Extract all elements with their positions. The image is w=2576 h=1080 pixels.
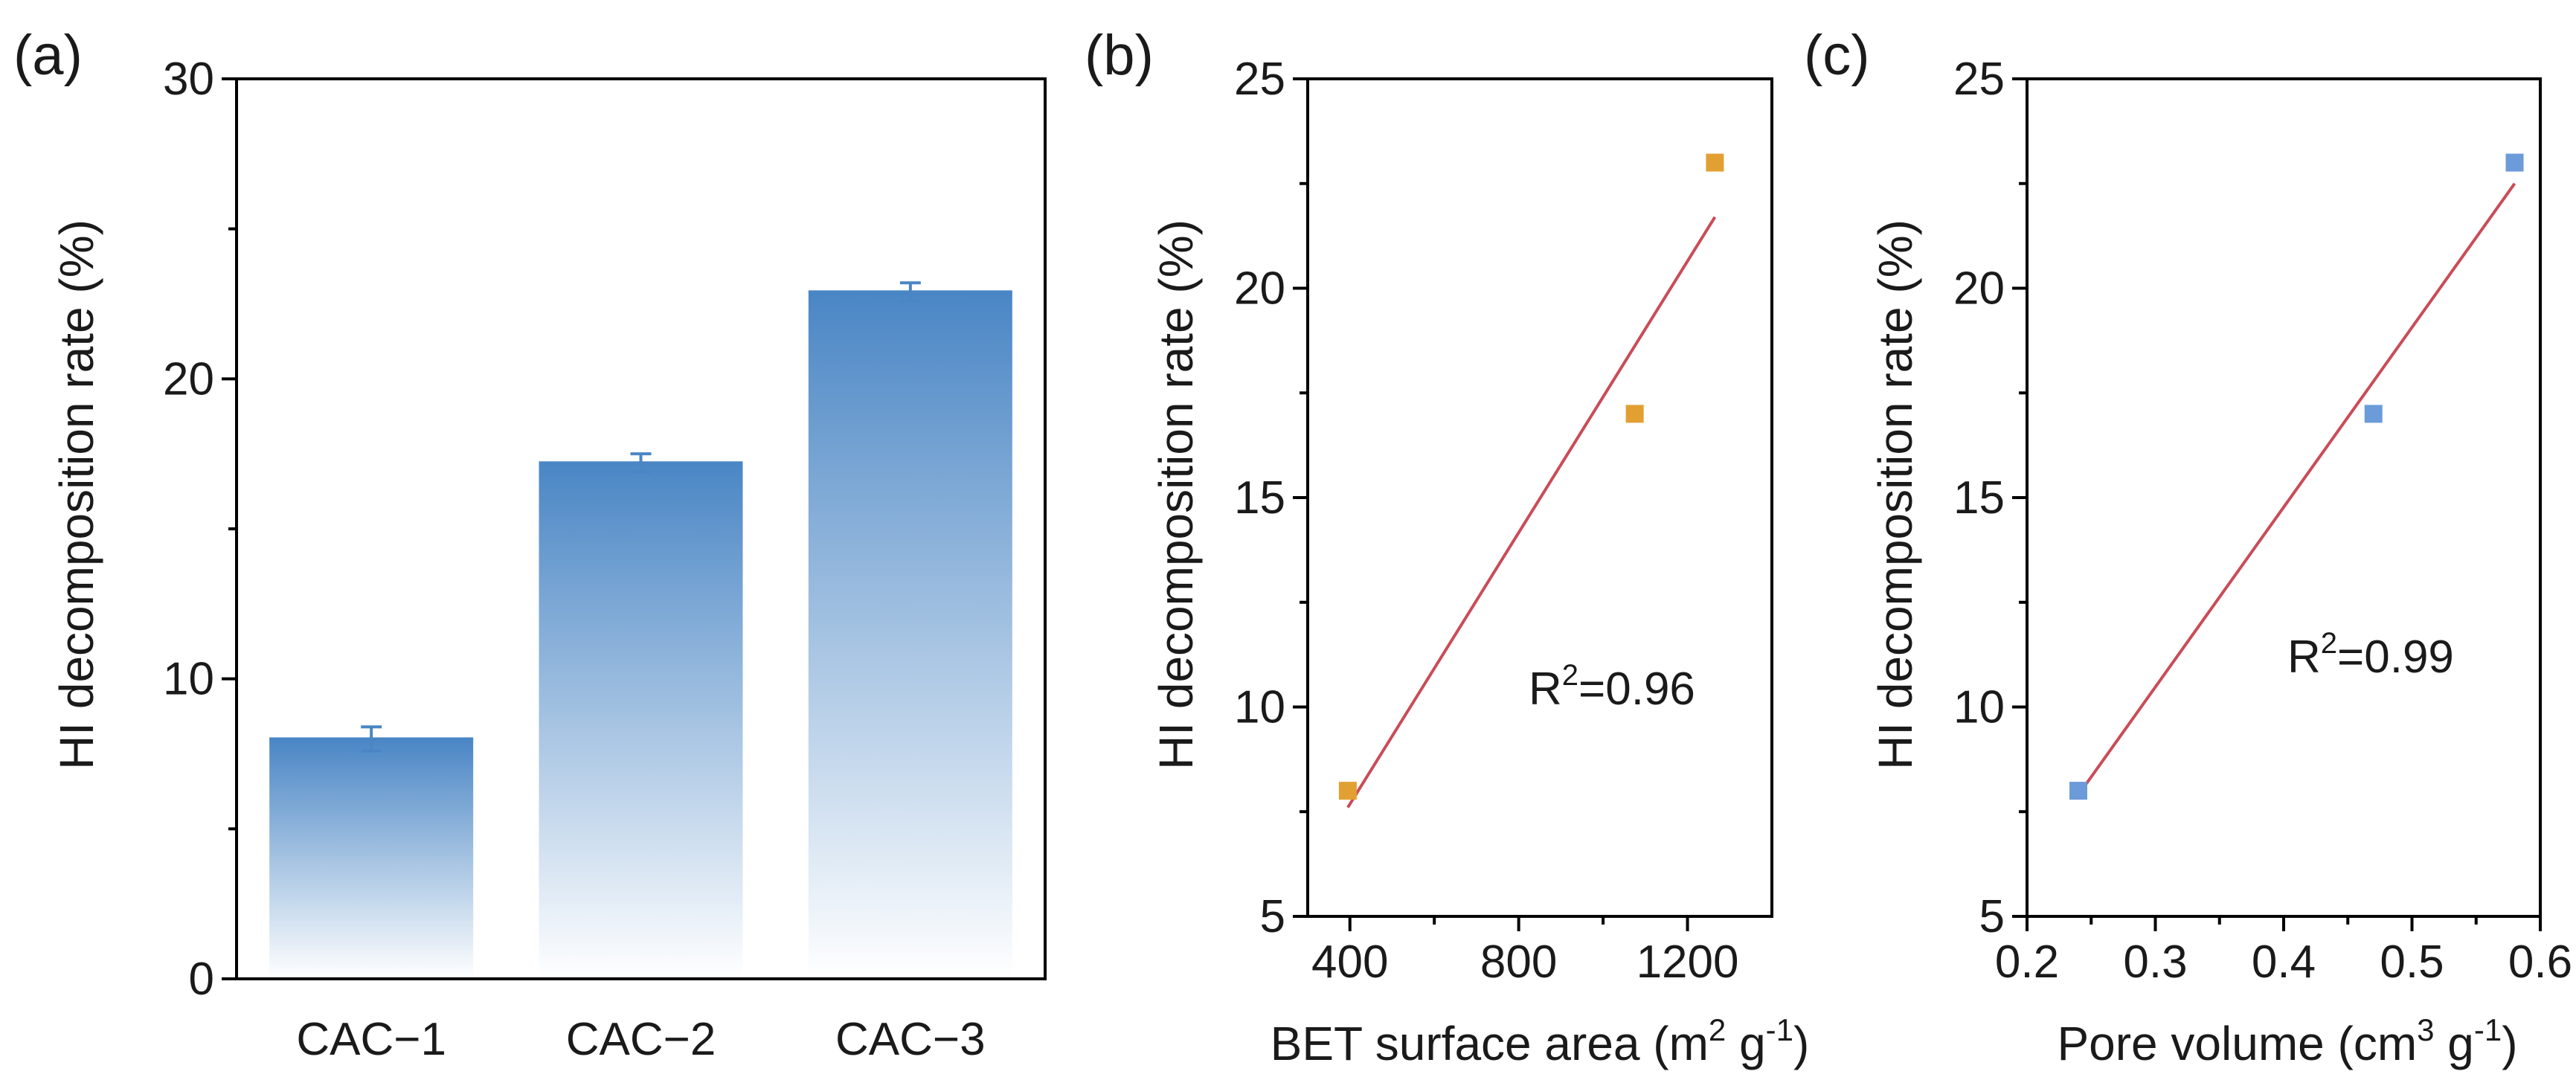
panel-a-ticks: 0 10 20 30 — [163, 54, 237, 1005]
panel-b-xtick-label: 800 — [1480, 936, 1557, 988]
panel-a-ytick-label: 10 — [163, 654, 214, 705]
panel-c-xtick-label: 0.2 — [1995, 936, 2059, 988]
panel-b-scatter-chart: (b) HI decomposition rate (%) 5 10 15 20 25 4… — [1085, 24, 1809, 1070]
panel-c-xtick-label: 0.3 — [2123, 936, 2187, 988]
data-point — [1338, 782, 1357, 800]
data-point — [2069, 782, 2087, 800]
panel-c-ylabel: HI decomposition rate (%) — [1869, 219, 1922, 770]
panel-b-ytick-label: 20 — [1234, 263, 1285, 315]
panel-b-ytick-label: 5 — [1260, 891, 1285, 942]
panel-a-frame — [235, 77, 1047, 980]
panel-a-bars: CAC−1 CAC−2 CAC−3 — [269, 281, 1012, 1065]
panel-b-ytick-label: 25 — [1234, 54, 1285, 105]
panel-b-xlabel-main: BET surface area (m — [1271, 1017, 1709, 1070]
panel-b-r2-main: R — [1529, 663, 1562, 715]
panel-c-xlabel-end: ) — [2502, 1017, 2517, 1070]
panel-c-r2-main: R — [2287, 631, 2321, 683]
panel-b-xlabel: BET surface area (m2 g-1) — [1271, 1012, 1810, 1070]
data-point — [1625, 405, 1644, 423]
panel-b-points — [1338, 153, 1724, 800]
bar — [808, 292, 1012, 979]
panel-c-fit-line — [2077, 182, 2516, 796]
panel-c-xlabel: Pore volume (cm3 g-1) — [2057, 1012, 2517, 1070]
panel-b-ytick-label: 15 — [1234, 472, 1285, 524]
panel-a-bar-chart: (a) HI decomposition rate (%) 0 10 20 30 CA… — [13, 24, 1047, 1065]
panel-c-r2-end: =0.99 — [2337, 631, 2454, 683]
panel-b-ylabel: HI decomposition rate (%) — [1149, 219, 1203, 770]
data-point — [1706, 153, 1724, 172]
panel-b-r2-end: =0.96 — [1578, 663, 1695, 715]
panel-c-xtick-label: 0.4 — [2252, 936, 2316, 988]
panel-c-fit — [2077, 182, 2516, 796]
panel-b-xlabel-mid: g — [1726, 1017, 1765, 1070]
panel-c-r2-sup: 2 — [2321, 627, 2337, 660]
panel-c-scatter-chart: (c) HI decomposition rate (%) 5 10 15 20 25 0… — [1804, 24, 2572, 1070]
panel-c-r2-annotation: R2=0.99 — [2287, 627, 2454, 683]
panel-c-ticks: 5 10 15 20 25 0.2 0.3 0.4 0.5 0.6 — [1953, 54, 2572, 988]
panel-b-ticks: 5 10 15 20 25 400 800 1200 — [1234, 54, 1738, 988]
panel-b-ytick-label: 10 — [1234, 682, 1285, 733]
panel-b-xlabel-sup1: 2 — [1709, 1012, 1726, 1047]
panel-a-ylabel: HI decomposition rate (%) — [50, 219, 103, 770]
panel-c-xlabel-main: Pore volume (cm — [2057, 1017, 2417, 1070]
category-label: CAC−1 — [296, 1014, 446, 1065]
panel-c-frame — [2026, 77, 2542, 918]
panel-c-xlabel-sup2: -1 — [2474, 1012, 2502, 1047]
panel-b-r2-sup: 2 — [1562, 659, 1578, 692]
panel-b-xlabel-end: ) — [1793, 1017, 1809, 1070]
data-point — [2364, 405, 2383, 423]
panel-c-ytick-label: 20 — [1953, 263, 2005, 315]
panel-b-frame — [1306, 77, 1773, 918]
data-point — [2505, 153, 2524, 172]
panel-a-ytick-label: 20 — [163, 353, 214, 405]
panel-c-ytick-label: 5 — [1979, 891, 2005, 942]
panel-b-r2-annotation: R2=0.96 — [1529, 659, 1695, 715]
category-label: CAC−3 — [835, 1014, 986, 1065]
panel-b-xtick-label: 1200 — [1637, 936, 1739, 988]
panel-a-ytick-label: 30 — [163, 54, 214, 105]
panel-c-ytick-label: 25 — [1953, 54, 2005, 105]
panel-c-ytick-label: 10 — [1953, 682, 2005, 733]
panel-a-ytick-label: 0 — [189, 954, 214, 1005]
panel-c-ytick-label: 15 — [1953, 472, 2005, 524]
panel-c-points — [2069, 153, 2524, 800]
panel-a-letter: (a) — [13, 24, 83, 87]
panel-b-xtick-label: 400 — [1311, 936, 1388, 988]
panel-b-fit-line — [1346, 216, 1717, 809]
bar — [539, 463, 743, 979]
panel-b-fit — [1346, 216, 1717, 809]
panel-b-xlabel-sup2: -1 — [1766, 1012, 1793, 1047]
category-label: CAC−2 — [566, 1014, 716, 1065]
panel-c-xlabel-sup1: 3 — [2417, 1012, 2434, 1047]
panel-b-letter: (b) — [1085, 24, 1154, 87]
panel-c-letter: (c) — [1804, 24, 1870, 87]
panel-c-xtick-label: 0.5 — [2380, 936, 2444, 988]
panel-c-xlabel-mid: g — [2435, 1017, 2474, 1070]
bar — [269, 739, 474, 979]
panel-c-xtick-label: 0.6 — [2508, 936, 2572, 988]
